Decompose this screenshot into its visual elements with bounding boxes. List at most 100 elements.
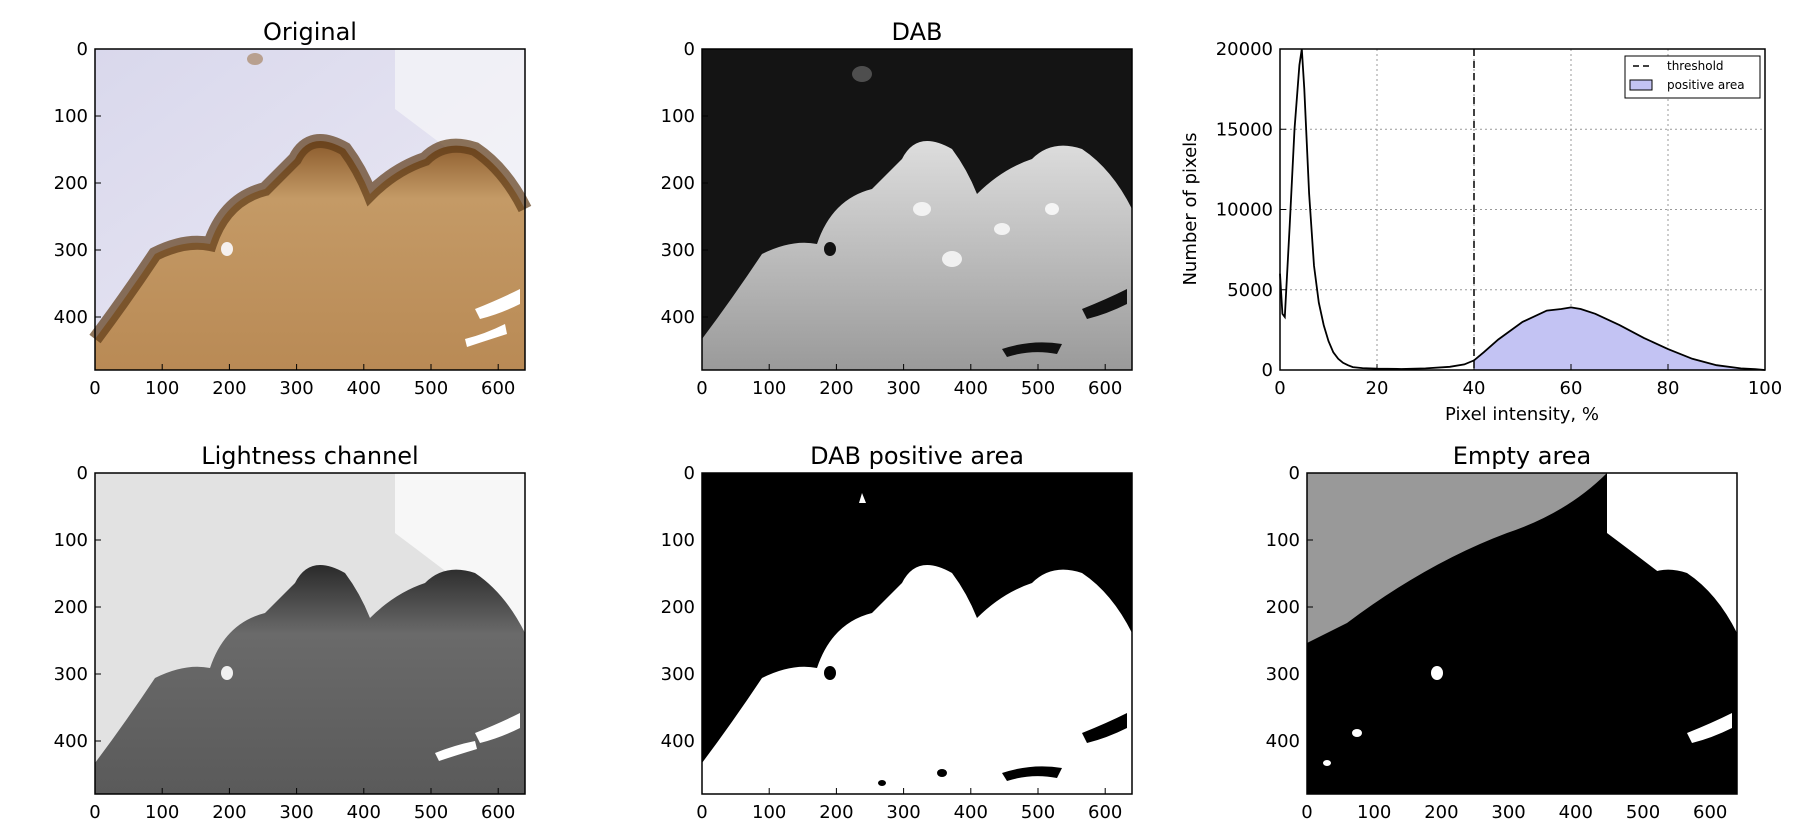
tick-label: 400 bbox=[347, 378, 381, 399]
tick-label: 300 bbox=[1491, 802, 1525, 823]
tick-label: 100 bbox=[1357, 802, 1391, 823]
tick-label: 300 bbox=[886, 802, 920, 823]
tick-label: 400 bbox=[954, 802, 988, 823]
image-original bbox=[89, 49, 532, 370]
tick-label: 200 bbox=[54, 173, 88, 194]
tick-label: 300 bbox=[54, 664, 88, 685]
panel-title: DAB bbox=[892, 18, 943, 46]
y-tick-label: 5000 bbox=[1227, 280, 1273, 301]
tick-label: 400 bbox=[661, 731, 695, 752]
tick-label: 100 bbox=[1266, 530, 1300, 551]
histogram-chart: 0 20 40 60 80 100 0 5000 10000 15000 20000 Pixel … bbox=[1180, 39, 1782, 425]
tick-label: 300 bbox=[279, 802, 313, 823]
tick-label: 600 bbox=[1088, 378, 1122, 399]
tick-label: 600 bbox=[1088, 802, 1122, 823]
tick-label: 200 bbox=[212, 802, 246, 823]
panel-title: DAB positive area bbox=[810, 442, 1024, 470]
image-dab-positive bbox=[702, 473, 1132, 794]
positive-area-fill bbox=[1474, 307, 1765, 370]
y-ticks: 0 100 200 300 400 bbox=[54, 463, 101, 752]
tick-label: 400 bbox=[54, 307, 88, 328]
tick-label: 500 bbox=[414, 378, 448, 399]
tick-label: 500 bbox=[1021, 378, 1055, 399]
x-ticks: 0 100 200 300 400 500 600 bbox=[1301, 788, 1727, 823]
x-tick-label: 0 bbox=[1274, 378, 1285, 399]
tick-label: 500 bbox=[1021, 802, 1055, 823]
tick-label: 500 bbox=[1626, 802, 1660, 823]
tick-label: 500 bbox=[414, 802, 448, 823]
tick-label: 400 bbox=[661, 307, 695, 328]
tick-label: 100 bbox=[145, 802, 179, 823]
legend-positive-area-swatch bbox=[1629, 79, 1653, 91]
tick-label: 200 bbox=[819, 378, 853, 399]
tick-label: 0 bbox=[77, 39, 88, 60]
x-tick-label: 100 bbox=[1748, 378, 1782, 399]
panel-title: Original bbox=[263, 18, 357, 46]
y-ticks: 0 5000 10000 15000 20000 bbox=[1216, 39, 1286, 381]
y-axis-label: Number of pixels bbox=[1180, 132, 1201, 285]
x-tick-label: 20 bbox=[1366, 378, 1389, 399]
tick-label: 100 bbox=[661, 530, 695, 551]
tick-label: 200 bbox=[54, 597, 88, 618]
y-ticks: 0 100 200 300 400 bbox=[1266, 463, 1313, 752]
tick-label: 200 bbox=[819, 802, 853, 823]
x-ticks: 0 100 200 300 400 500 600 bbox=[89, 788, 515, 823]
tick-label: 400 bbox=[1559, 802, 1593, 823]
x-tick-label: 40 bbox=[1463, 378, 1486, 399]
tick-label: 100 bbox=[752, 802, 786, 823]
tick-label: 600 bbox=[481, 802, 515, 823]
histogram-line bbox=[1279, 48, 1766, 371]
tick-label: 0 bbox=[684, 39, 695, 60]
y-tick-label: 15000 bbox=[1216, 119, 1273, 140]
image-empty-area bbox=[1307, 473, 1737, 794]
image-dab bbox=[702, 49, 1132, 370]
y-tick-label: 10000 bbox=[1216, 200, 1273, 221]
tick-label: 100 bbox=[145, 378, 179, 399]
tick-label: 400 bbox=[347, 802, 381, 823]
y-tick-label: 20000 bbox=[1216, 39, 1273, 60]
panel-empty-area: Empty area 0 100 200 300 400 500 600 0 1… bbox=[1266, 442, 1738, 823]
tick-label: 300 bbox=[661, 664, 695, 685]
tick-label: 200 bbox=[661, 597, 695, 618]
y-ticks: 0 100 200 300 400 bbox=[661, 39, 708, 328]
x-tick-label: 80 bbox=[1657, 378, 1680, 399]
tick-label: 200 bbox=[661, 173, 695, 194]
tick-label: 0 bbox=[684, 463, 695, 484]
tick-label: 300 bbox=[661, 240, 695, 261]
tick-label: 200 bbox=[1266, 597, 1300, 618]
legend-label-threshold: threshold bbox=[1667, 59, 1724, 73]
tick-label: 600 bbox=[481, 378, 515, 399]
panel-title: Lightness channel bbox=[201, 442, 418, 470]
panel-dab: DAB 0 100 200 300 400 500 600 0 bbox=[661, 18, 1133, 399]
panel-original: Original 0 100 200 300 400 500 600 0 100 bbox=[54, 18, 532, 399]
tick-label: 0 bbox=[89, 378, 100, 399]
tick-label: 100 bbox=[752, 378, 786, 399]
image-lightness bbox=[95, 473, 525, 794]
tick-label: 100 bbox=[54, 530, 88, 551]
tick-label: 0 bbox=[89, 802, 100, 823]
legend: threshold positive area bbox=[1624, 55, 1761, 99]
tick-label: 0 bbox=[696, 802, 707, 823]
x-ticks: 0 100 200 300 400 500 600 bbox=[89, 364, 515, 399]
tick-label: 300 bbox=[54, 240, 88, 261]
x-ticks: 0 20 40 60 80 100 bbox=[1274, 364, 1782, 399]
tick-label: 0 bbox=[77, 463, 88, 484]
x-tick-label: 60 bbox=[1560, 378, 1583, 399]
tick-label: 200 bbox=[1424, 802, 1458, 823]
tick-label: 100 bbox=[54, 106, 88, 127]
legend-label-positive-area: positive area bbox=[1667, 78, 1745, 92]
tick-label: 400 bbox=[1266, 731, 1300, 752]
tick-label: 300 bbox=[279, 378, 313, 399]
y-tick-label: 0 bbox=[1262, 360, 1273, 381]
y-ticks: 0 100 200 300 400 bbox=[661, 463, 708, 752]
x-ticks: 0 100 200 300 400 500 600 bbox=[696, 364, 1122, 399]
tick-label: 0 bbox=[1301, 802, 1312, 823]
x-ticks: 0 100 200 300 400 500 600 bbox=[696, 788, 1122, 823]
tick-label: 400 bbox=[954, 378, 988, 399]
tick-label: 0 bbox=[696, 378, 707, 399]
tick-label: 200 bbox=[212, 378, 246, 399]
tick-label: 400 bbox=[54, 731, 88, 752]
tick-label: 300 bbox=[1266, 664, 1300, 685]
panel-lightness: Lightness channel 0 100 200 300 400 500 … bbox=[54, 442, 526, 823]
